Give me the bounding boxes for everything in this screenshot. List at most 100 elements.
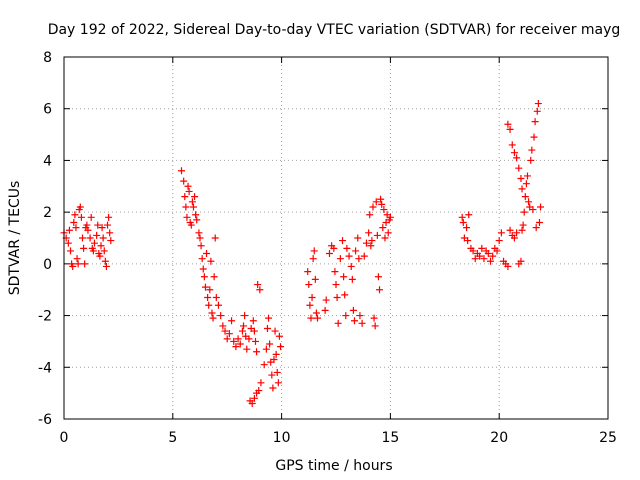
data-point (523, 172, 531, 180)
y-tick-label: 2 (43, 205, 52, 221)
data-point (377, 195, 385, 203)
data-point (210, 273, 218, 281)
data-point (356, 312, 364, 320)
data-point (372, 198, 380, 206)
data-point (184, 182, 192, 190)
data-point (334, 319, 342, 327)
data-point (208, 309, 216, 317)
x-axis-label: GPS time / hours (275, 458, 392, 474)
data-point (197, 242, 205, 250)
data-point (86, 234, 94, 242)
data-point (200, 273, 208, 281)
data-point (360, 252, 368, 260)
data-point (257, 379, 265, 387)
data-point (65, 226, 73, 234)
data-point (386, 213, 394, 221)
data-point (185, 187, 193, 195)
data-point (196, 234, 204, 242)
data-point (266, 340, 274, 348)
data-point (77, 213, 85, 221)
data-point (89, 247, 97, 255)
data-point (311, 275, 319, 283)
data-point (476, 252, 484, 260)
data-point (182, 203, 190, 211)
data-point (518, 226, 526, 234)
data-point (265, 314, 273, 322)
data-point (183, 213, 191, 221)
data-point (96, 252, 104, 260)
data-point (105, 213, 113, 221)
data-point (245, 335, 253, 343)
data-point (230, 337, 238, 345)
x-tick-label: 20 (490, 430, 508, 446)
x-tick-label: 15 (381, 430, 399, 446)
data-point (189, 203, 197, 211)
x-tick-label: 10 (273, 430, 291, 446)
data-point (221, 327, 229, 335)
y-tick-label: -6 (38, 412, 52, 428)
data-point (373, 231, 381, 239)
data-point (234, 335, 242, 343)
data-point (520, 208, 528, 216)
data-point (76, 203, 84, 211)
data-point (249, 317, 257, 325)
data-point (484, 250, 492, 258)
data-point (343, 244, 351, 252)
data-point (236, 340, 244, 348)
data-point (73, 255, 81, 263)
data-point (248, 399, 256, 407)
data-point (93, 231, 101, 239)
data-point (255, 387, 263, 395)
data-point (306, 301, 314, 309)
data-point (72, 224, 80, 232)
data-point (223, 335, 231, 343)
data-point (504, 262, 512, 270)
data-point (465, 211, 473, 219)
data-point (506, 226, 514, 234)
data-point (529, 206, 537, 214)
data-point (354, 234, 362, 242)
data-point (272, 350, 280, 358)
data-point (101, 257, 109, 265)
y-tick-label: 8 (43, 50, 52, 66)
data-point (371, 322, 379, 330)
data-point (99, 234, 107, 242)
data-point (228, 317, 236, 325)
data-point (84, 226, 92, 234)
data-point (362, 239, 370, 247)
y-tick-label: 6 (43, 102, 52, 118)
data-point (322, 296, 330, 304)
data-point (277, 343, 285, 351)
data-point (522, 180, 530, 188)
data-point (336, 255, 344, 263)
data-point (71, 211, 79, 219)
data-point (517, 175, 525, 183)
data-point (250, 327, 258, 335)
data-point (510, 149, 518, 157)
data-point (348, 275, 356, 283)
data-point (331, 268, 339, 276)
data-point (217, 312, 225, 320)
y-tick-label: 0 (43, 257, 52, 273)
data-point (180, 177, 188, 185)
data-point (225, 330, 233, 338)
data-point (262, 345, 270, 353)
data-point (517, 257, 525, 265)
data-point (463, 224, 471, 232)
data-point (515, 164, 523, 172)
x-tick-label: 25 (599, 430, 617, 446)
data-point (339, 237, 347, 245)
data-point (341, 291, 349, 299)
data-point (366, 211, 374, 219)
data-point (365, 229, 373, 237)
data-point (69, 262, 77, 270)
data-point (307, 314, 315, 322)
data-point (254, 281, 262, 289)
data-point (480, 255, 488, 263)
data-point (381, 234, 389, 242)
data-point (187, 221, 195, 229)
data-point (497, 229, 505, 237)
data-point (273, 368, 281, 376)
data-point (83, 221, 91, 229)
data-point (379, 224, 387, 232)
